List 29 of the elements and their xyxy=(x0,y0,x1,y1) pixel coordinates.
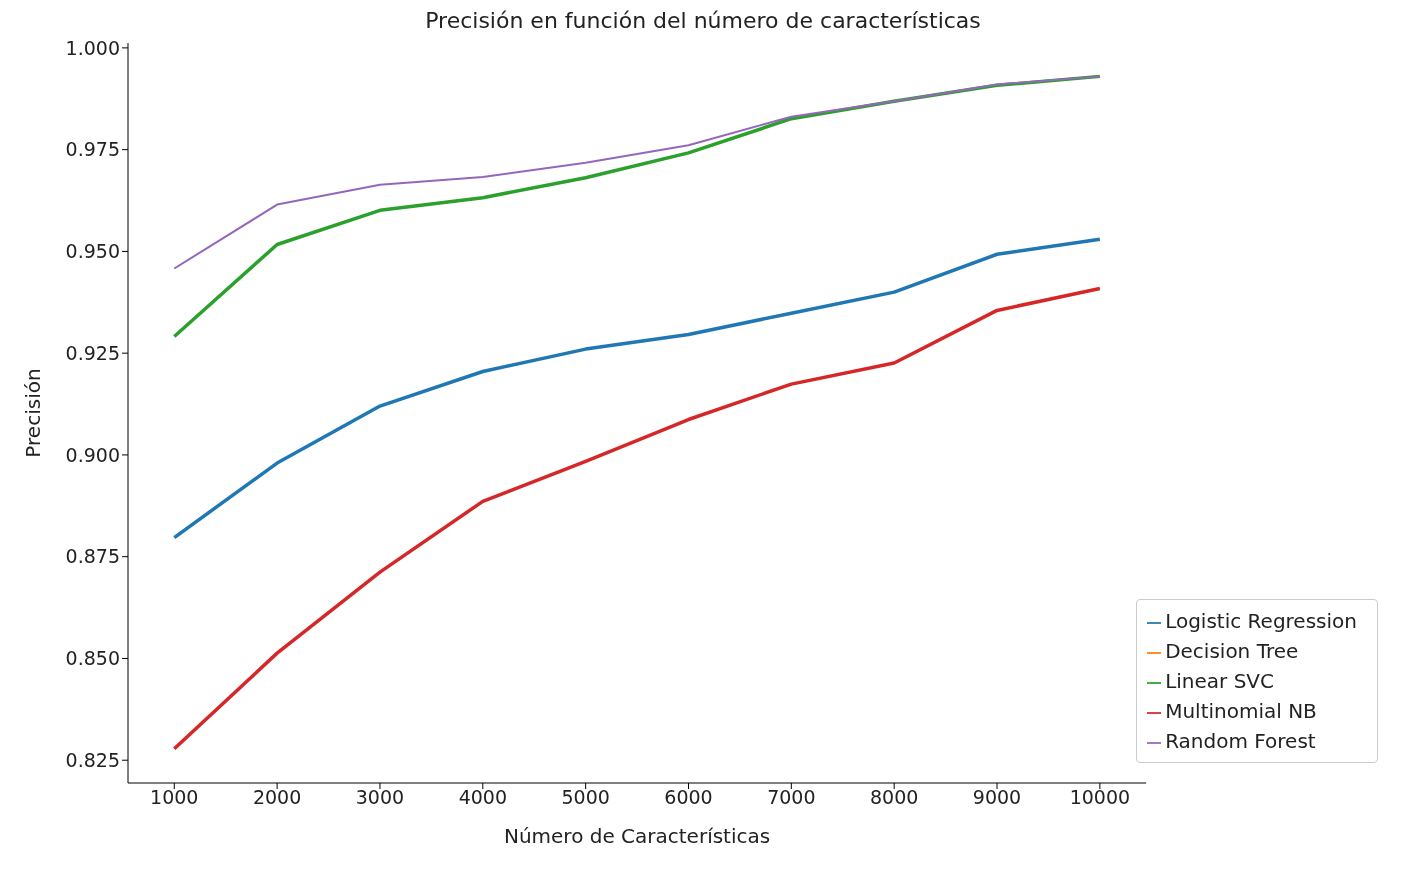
y-tick-label: 0.925 xyxy=(65,341,120,364)
x-tick-label: 7000 xyxy=(767,786,816,809)
x-tick-label: 5000 xyxy=(561,786,610,809)
x-tick-label: 1000 xyxy=(150,786,199,809)
line-series xyxy=(172,286,1102,751)
line-series xyxy=(173,75,1101,270)
x-tick-label: 4000 xyxy=(458,786,507,809)
y-tick-label: 0.975 xyxy=(65,138,120,161)
x-tick-label: 10000 xyxy=(1069,786,1131,809)
y-tick-label: 0.875 xyxy=(65,545,120,568)
legend-label: Linear SVC xyxy=(1165,669,1274,693)
x-tick-label: 2000 xyxy=(252,786,302,809)
legend-label: Logistic Regression xyxy=(1165,609,1357,633)
legend-label: Decision Tree xyxy=(1165,639,1299,663)
x-axis-title: Número de Características xyxy=(503,824,771,848)
x-tick-label: 3000 xyxy=(355,786,405,809)
y-tick-label: 0.950 xyxy=(65,240,120,263)
y-tick-label: 1.000 xyxy=(65,36,120,59)
y-tick-label: 0.900 xyxy=(65,443,120,466)
chart-title: Precisión en función del número de características xyxy=(424,8,982,33)
legend-label: Random Forest xyxy=(1165,729,1316,753)
x-tick-label: 9000 xyxy=(972,786,1022,809)
legend-label: Multinomial NB xyxy=(1165,699,1317,723)
x-tick-label: 6000 xyxy=(664,786,713,809)
y-tick-label: 0.825 xyxy=(65,748,120,771)
y-tick-label: 0.850 xyxy=(65,647,120,670)
x-tick-label: 8000 xyxy=(870,786,919,809)
line-series xyxy=(172,237,1102,540)
y-axis-title: Precisión xyxy=(21,368,46,458)
